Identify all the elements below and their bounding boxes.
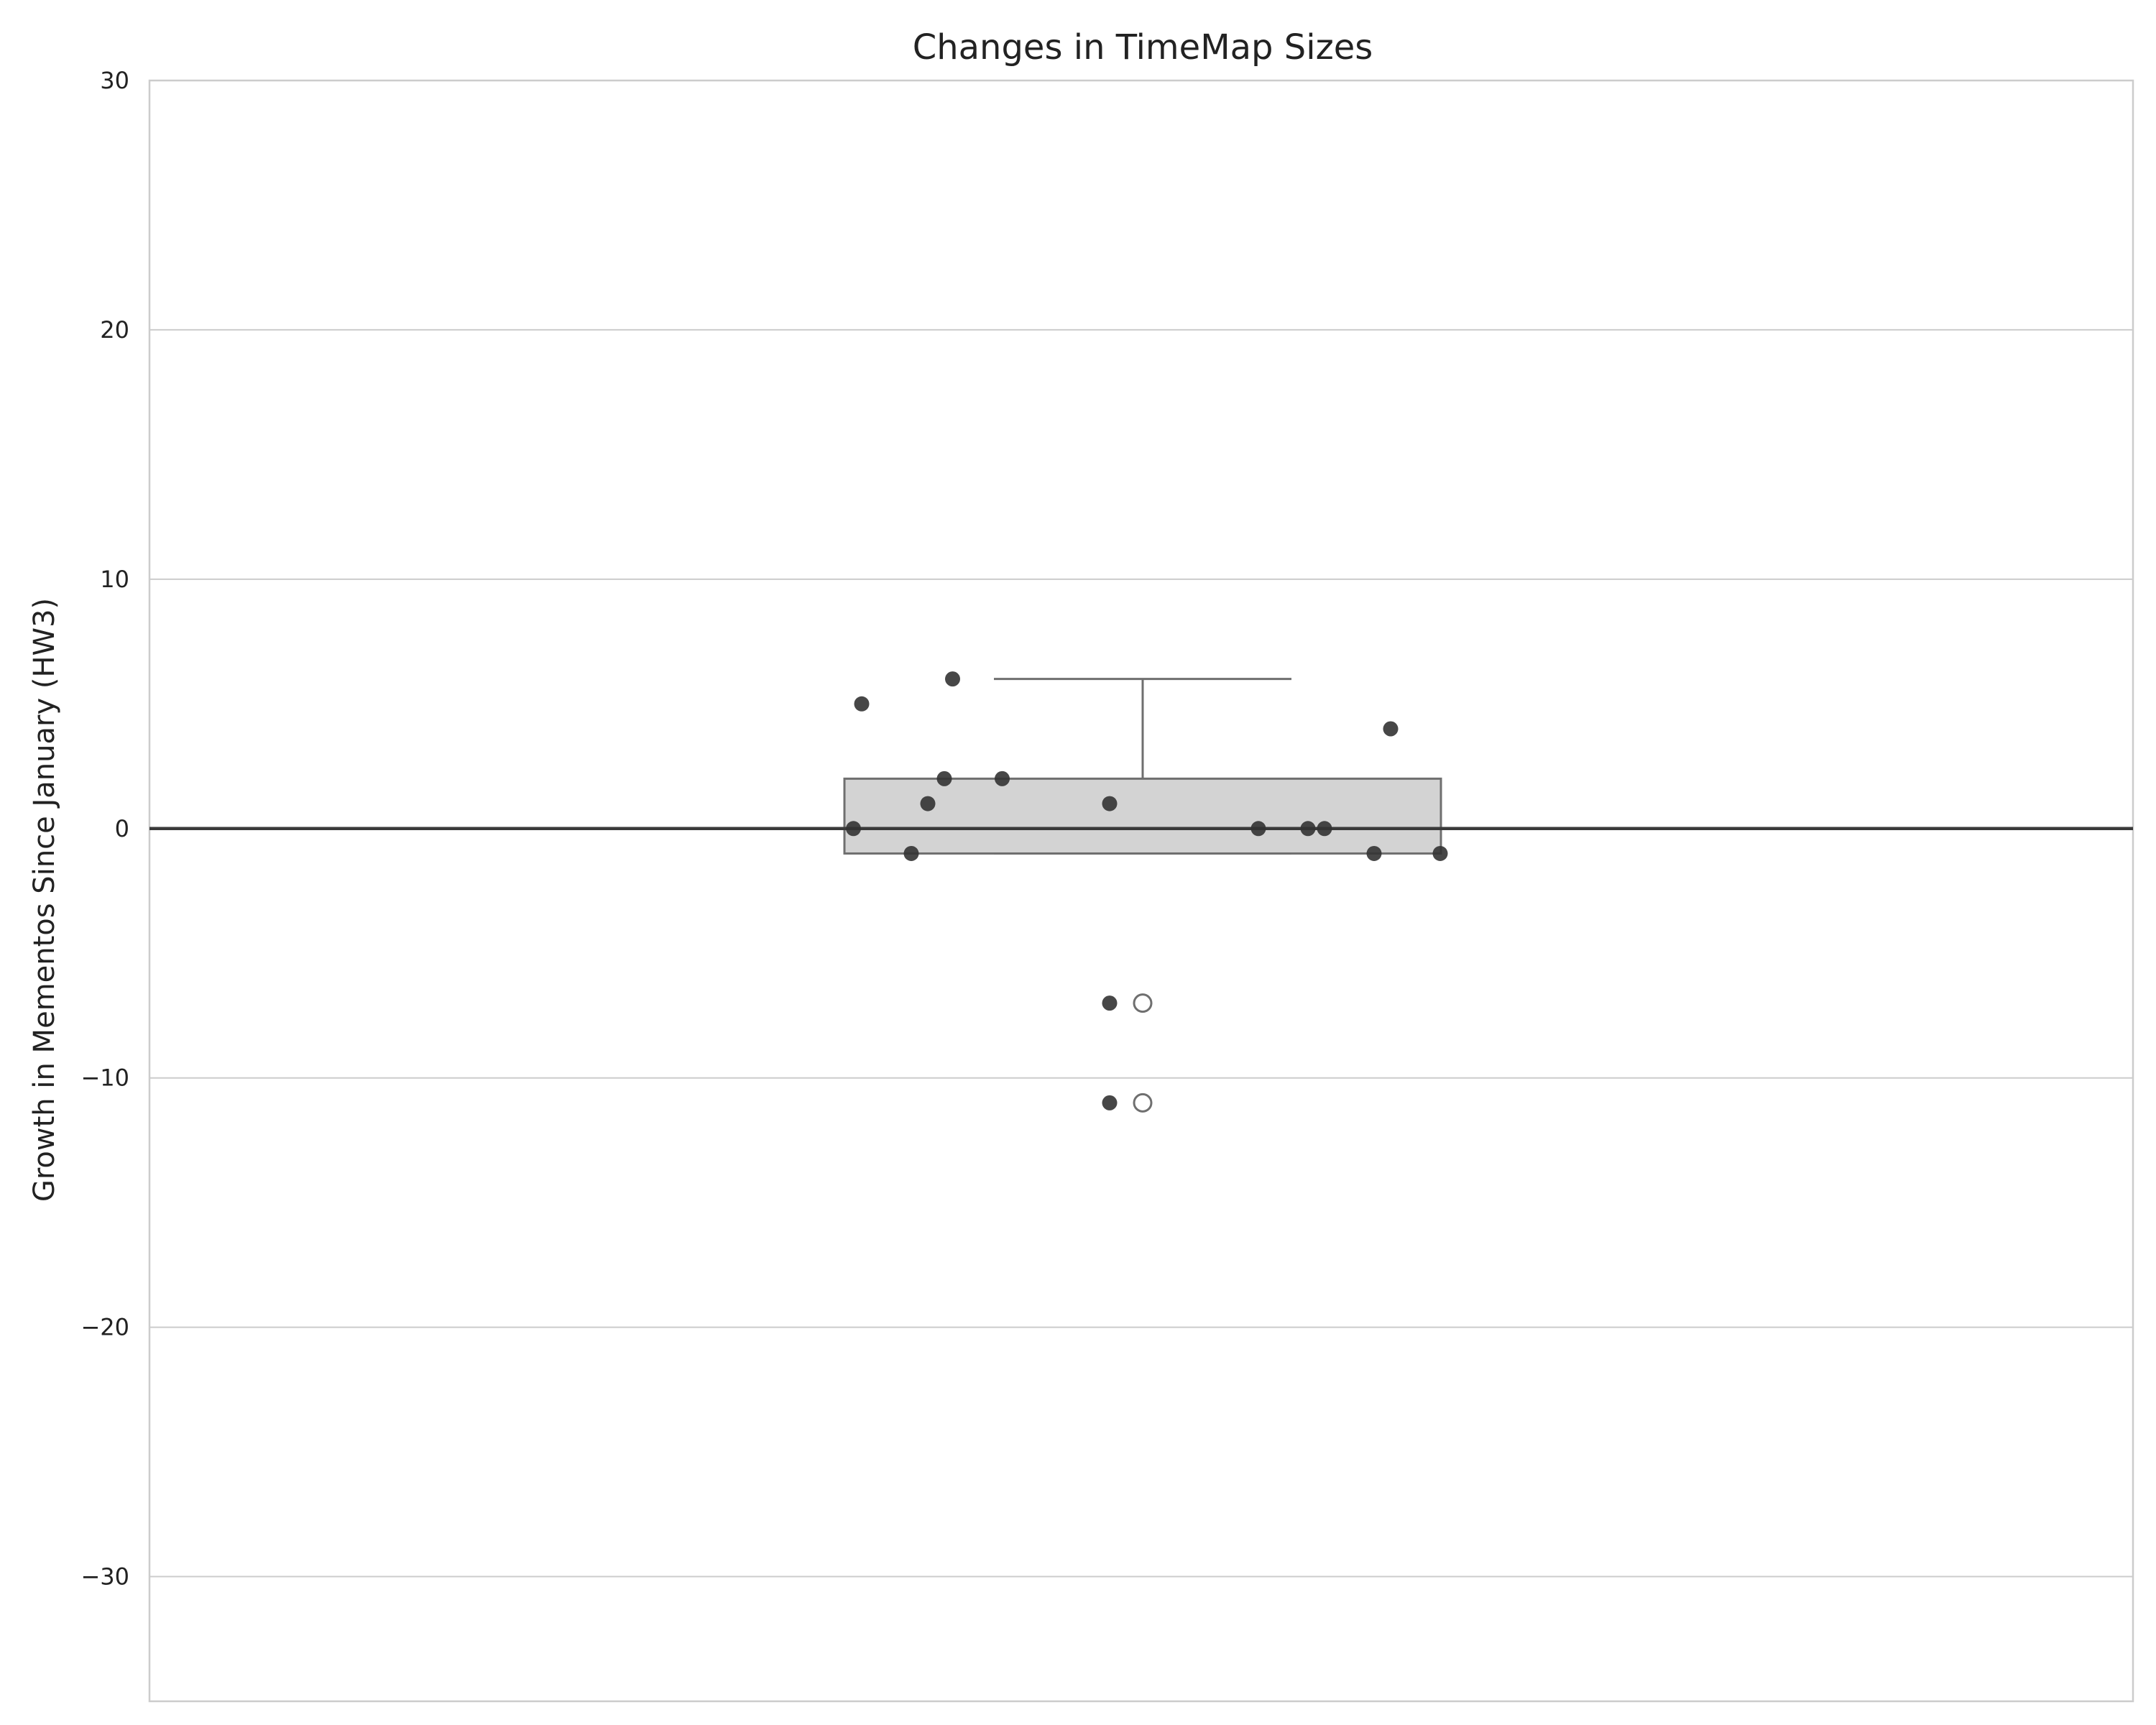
- data-point: [1366, 845, 1382, 861]
- y-axis-title: Growth in Mementos Since January (HW3): [28, 598, 61, 1202]
- data-point: [1102, 796, 1118, 811]
- y-tick-label: 10: [100, 566, 129, 593]
- gridlines: [148, 79, 2134, 1703]
- data-point: [1102, 995, 1118, 1011]
- y-tick-label: −10: [80, 1064, 129, 1092]
- data-point: [1317, 821, 1332, 837]
- iqr-box: [843, 777, 1442, 855]
- data-point: [936, 770, 952, 786]
- data-point: [1432, 845, 1448, 861]
- outlier-marker: [1133, 993, 1153, 1013]
- data-point: [903, 845, 919, 861]
- y-tick-label: −20: [80, 1314, 129, 1341]
- data-point: [846, 821, 861, 837]
- y-tick-label: 30: [100, 67, 129, 94]
- data-point: [1383, 721, 1399, 737]
- outlier-marker: [1133, 1092, 1153, 1113]
- data-point: [1102, 1095, 1118, 1110]
- data-point: [854, 696, 870, 712]
- y-tick-label: 20: [100, 316, 129, 344]
- chart-title: Changes in TimeMap Sizes: [913, 27, 1373, 68]
- plot-frame: [148, 79, 2134, 1703]
- data-point: [1300, 821, 1316, 837]
- y-tick-label: −30: [80, 1563, 129, 1591]
- data-point: [995, 770, 1010, 786]
- data-point: [1250, 821, 1266, 837]
- data-point: [945, 671, 960, 687]
- plot-area: [149, 671, 2133, 1113]
- y-tick-labels: 30 20 10 0 −10 −20 −30: [80, 67, 129, 1591]
- data-point: [920, 796, 936, 811]
- y-tick-label: 0: [115, 815, 129, 842]
